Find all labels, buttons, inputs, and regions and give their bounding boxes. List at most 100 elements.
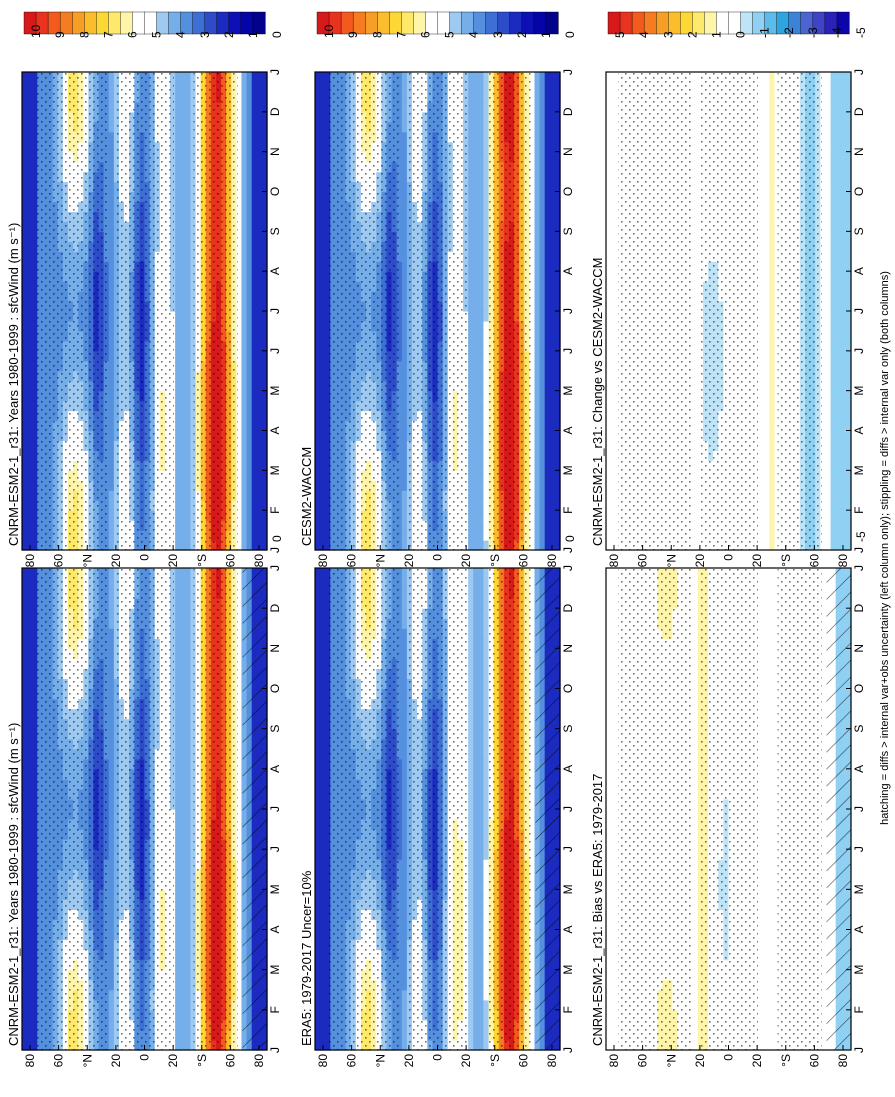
- heat-cell: [27, 849, 33, 860]
- heat-cell: [320, 798, 326, 810]
- heat-cell: [401, 718, 408, 730]
- heat-cell: [611, 1009, 617, 1021]
- heat-cell: [190, 698, 197, 710]
- heat-cell: [473, 1039, 479, 1051]
- heat-cell: [483, 798, 490, 810]
- heat-cell: [473, 708, 479, 720]
- heat-cell: [180, 788, 186, 800]
- heat-cell: [315, 839, 321, 850]
- heat-cell: [22, 798, 28, 810]
- heat-cell: [529, 1029, 536, 1041]
- heat-cell: [236, 698, 243, 710]
- heat-cell: [185, 969, 192, 981]
- heat-cell: [468, 919, 474, 931]
- heat-cell: [478, 1019, 485, 1031]
- heat-cell: [468, 889, 474, 900]
- heat-cell: [175, 809, 181, 820]
- heat-cell: [190, 1029, 197, 1041]
- heat-cell: [320, 728, 326, 740]
- heat-cell: [606, 578, 612, 589]
- heat-cell: [468, 738, 474, 750]
- heat-cell: [180, 628, 186, 639]
- heat-cell: [478, 758, 485, 770]
- heat-cell: [236, 1009, 243, 1021]
- heat-cell: [315, 809, 321, 820]
- heat-cell: [483, 879, 490, 890]
- heat-cell: [401, 568, 408, 579]
- heat-cell: [190, 879, 197, 890]
- heat-cell: [108, 869, 115, 880]
- heat-cell: [401, 849, 408, 860]
- heat-cell: [529, 859, 536, 870]
- heat-cell: [22, 738, 28, 750]
- heat-cell: [190, 648, 197, 659]
- heat-cell: [401, 809, 408, 820]
- heat-cell: [483, 839, 490, 850]
- heat-cell: [320, 578, 326, 589]
- heat-cell: [22, 708, 28, 720]
- heat-cell: [108, 1009, 115, 1021]
- lat-tick-label: °S: [195, 1054, 209, 1067]
- heat-cell: [315, 929, 321, 941]
- heat-cell: [175, 1019, 181, 1031]
- heat-cell: [473, 849, 479, 860]
- heat-cell: [22, 899, 28, 911]
- heat-cell: [529, 788, 536, 800]
- heat-cell: [27, 598, 33, 609]
- heat-cell: [611, 758, 617, 770]
- lat-tick-label: 60: [52, 1054, 66, 1068]
- heat-cell: [315, 829, 321, 840]
- heat-cell: [468, 969, 474, 981]
- heat-cell: [473, 668, 479, 680]
- heat-cell: [483, 819, 490, 830]
- heat-cell: [190, 608, 197, 619]
- heat-cell: [190, 618, 197, 629]
- heat-cell: [27, 939, 33, 951]
- heat-cell: [606, 839, 612, 850]
- heat-cell: [315, 608, 321, 619]
- heat-cell: [320, 859, 326, 870]
- heat-cell: [401, 979, 408, 991]
- heat-cell: [236, 708, 243, 720]
- heat-cell: [22, 608, 28, 619]
- heat-cell: [108, 658, 115, 670]
- heat-cell: [401, 1039, 408, 1051]
- heat-cell: [185, 939, 192, 951]
- heat-cell: [108, 698, 115, 710]
- heat-cell: [315, 748, 321, 760]
- heat-cell: [401, 668, 408, 680]
- month-tick-label: J: [561, 565, 575, 571]
- heat-cell: [320, 638, 326, 649]
- heat-cell: [478, 889, 485, 900]
- heat-cell: [468, 778, 474, 790]
- heat-cell: [27, 588, 33, 599]
- stipple-region: [193, 568, 238, 1050]
- heat-cell: [22, 999, 28, 1011]
- heat-cell: [190, 748, 197, 760]
- heat-cell: [401, 949, 408, 961]
- heat-cell: [185, 588, 192, 599]
- heat-cell: [175, 1039, 181, 1051]
- heat-cell: [473, 598, 479, 609]
- heat-cell: [478, 728, 485, 740]
- heat-cell: [108, 608, 115, 619]
- heat-cell: [320, 899, 326, 911]
- heat-cell: [315, 648, 321, 659]
- heat-cell: [606, 989, 612, 1001]
- heat-cell: [180, 578, 186, 589]
- heat-cell: [185, 859, 192, 870]
- heat-cell: [320, 919, 326, 931]
- heat-cell: [473, 678, 479, 690]
- heat-cell: [315, 658, 321, 670]
- heat-cell: [185, 748, 192, 760]
- heat-cell: [606, 999, 612, 1011]
- heat-cell: [468, 869, 474, 880]
- heat-cell: [473, 939, 479, 951]
- heat-cell: [180, 668, 186, 680]
- heat-cell: [108, 999, 115, 1011]
- heat-cell: [315, 889, 321, 900]
- heat-cell: [180, 738, 186, 750]
- heat-cell: [190, 949, 197, 961]
- heat-cell: [478, 1029, 485, 1041]
- heat-cell: [606, 899, 612, 911]
